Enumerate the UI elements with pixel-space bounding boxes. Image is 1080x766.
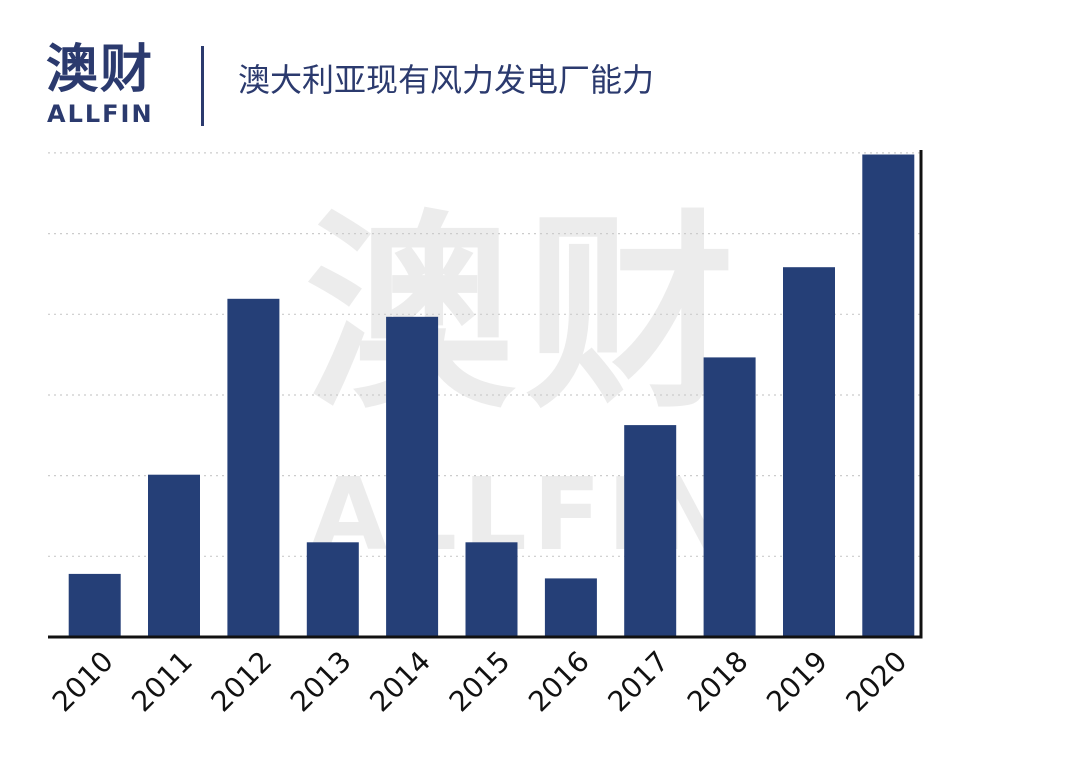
header: 澳财 ALLFIN 澳大利亚现有风力发电厂能力 <box>0 0 1080 140</box>
x-tick-label: 2017 <box>601 645 675 719</box>
logo-text-cn: 澳财 <box>46 40 155 100</box>
axes <box>48 150 923 639</box>
bar-2013 <box>306 542 359 637</box>
bar-2015 <box>465 542 518 637</box>
bar-2014 <box>386 316 439 637</box>
bar-2010 <box>68 573 121 637</box>
bar-2020 <box>862 154 915 637</box>
x-tick-label: 2020 <box>840 645 914 719</box>
x-tick-label: 2019 <box>760 645 834 719</box>
x-tick-label: 2013 <box>284 645 358 719</box>
bar-2011 <box>148 474 200 637</box>
x-tick-label: 2014 <box>363 645 437 719</box>
x-tick-labels: 2010 2011 2012 2013 2014 2015 2016 2017 2018 2019… <box>46 645 913 719</box>
watermark-cn: 澳财 <box>304 192 745 437</box>
header-divider <box>201 46 204 126</box>
bar-2016 <box>544 578 597 637</box>
x-tick-label: 2011 <box>125 645 199 719</box>
x-tick-label: 2016 <box>522 645 596 719</box>
x-tick-label: 2018 <box>681 645 755 719</box>
x-tick-label: 2015 <box>443 645 517 719</box>
x-tick-label: 2010 <box>46 645 120 719</box>
x-tick-label: 2012 <box>205 645 279 719</box>
bar-2017 <box>624 425 677 637</box>
bar-2012 <box>227 298 280 637</box>
logo-text-en: ALLFIN <box>47 100 154 128</box>
chart-title: 澳大利亚现有风力发电厂能力 <box>238 61 655 99</box>
bar-2018 <box>703 357 756 637</box>
bar-2019 <box>783 267 835 637</box>
bars <box>68 154 915 637</box>
